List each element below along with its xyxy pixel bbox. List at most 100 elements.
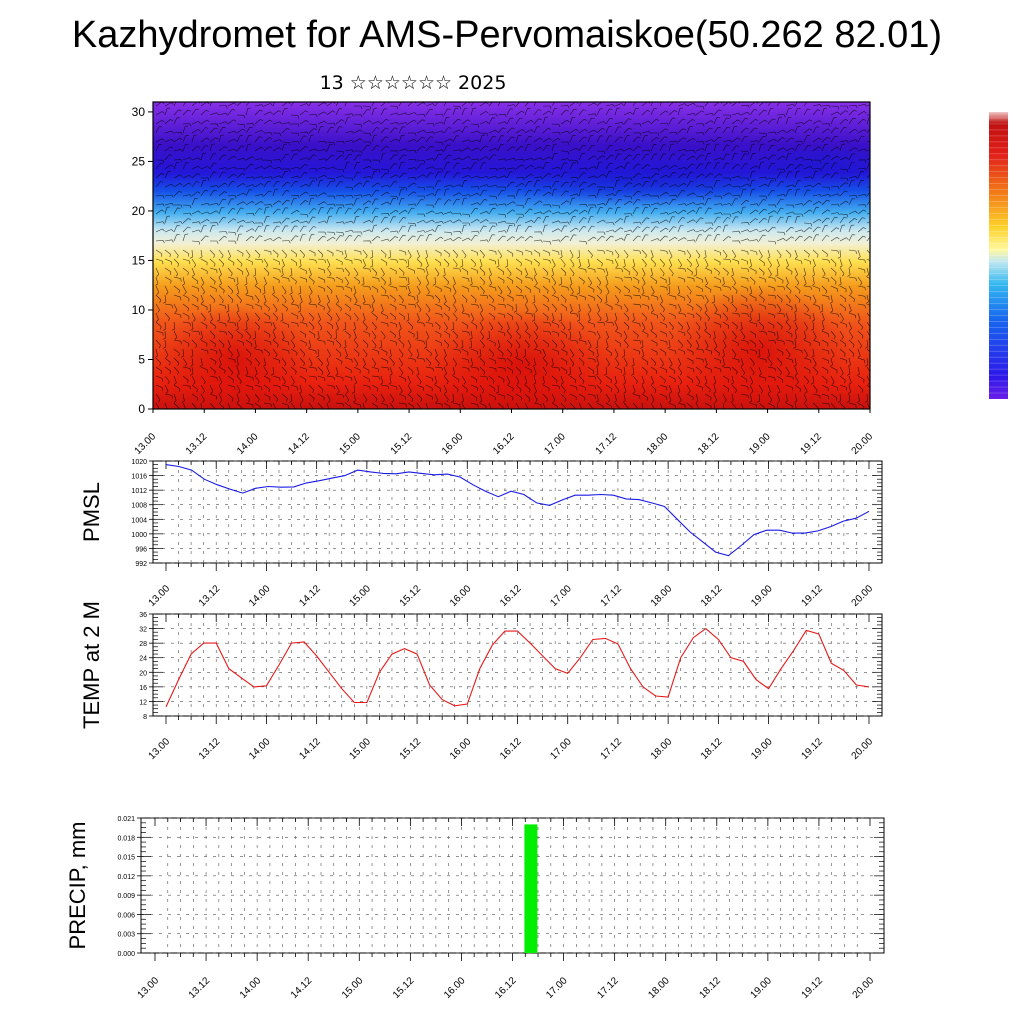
y-tick-label: 996 — [135, 546, 147, 553]
x-tick-label: 15.12 — [391, 975, 417, 1001]
x-tick-label: 13.00 — [147, 583, 173, 609]
y-tick-label: 0.006 — [117, 912, 135, 919]
y-tick-label: 0.015 — [117, 855, 135, 862]
wind-barbs — [154, 102, 870, 409]
x-tick-label: 19.12 — [799, 736, 825, 762]
y-tick-label: 1012 — [131, 488, 147, 495]
x-tick-label: 14.00 — [238, 975, 264, 1001]
y-tick-label: 0.018 — [117, 835, 135, 842]
y-tick-label: 8 — [143, 714, 147, 721]
y-tick-label: 1008 — [131, 503, 147, 510]
y-tick-label: 1020 — [131, 459, 147, 466]
x-tick-label: 17.00 — [548, 736, 574, 762]
plot-frame — [152, 613, 883, 717]
x-tick-label: 18.00 — [649, 583, 675, 609]
x-tick-label: 15.00 — [348, 736, 374, 762]
x-tick-label: 18.12 — [699, 583, 725, 609]
x-tick-label: 17.12 — [594, 431, 620, 457]
x-tick-label: 16.12 — [493, 975, 519, 1001]
y-axis-label: PRECIP, mm — [65, 822, 90, 950]
x-tick-label: 13.00 — [133, 431, 159, 457]
x-tick-label: 15.12 — [398, 583, 424, 609]
y-tick-label: 30 — [132, 105, 146, 119]
plot-frame — [152, 460, 883, 564]
y-tick-label: 20 — [139, 670, 147, 677]
x-tick-label: 14.12 — [297, 736, 323, 762]
x-tick-label: 16.00 — [442, 975, 468, 1001]
x-tick-label: 14.12 — [286, 431, 312, 457]
x-tick-label: 13.12 — [187, 975, 213, 1001]
x-tick-label: 17.00 — [544, 975, 570, 1001]
y-tick-label: 1000 — [131, 532, 147, 539]
cross-section-panel: 0 5 10 15 20 25 30 13.00 13.12 14.00 14.12 15.00 15… — [132, 101, 876, 457]
y-tick-label: 24 — [139, 656, 147, 663]
y-tick-label: 0.021 — [117, 816, 135, 823]
x-tick-label: 16.12 — [491, 431, 517, 457]
x-tick-label: 17.12 — [599, 736, 625, 762]
heatmap-blobs — [155, 145, 870, 409]
x-tick-label: 19.00 — [749, 583, 775, 609]
x-tick-label: 19.00 — [747, 431, 773, 457]
x-tick-label: 20.00 — [850, 736, 876, 762]
x-tick-label: 19.00 — [749, 736, 775, 762]
precip-panel: 0.000 0.003 0.006 0.009 0.012 0.015 0.018 0.021… — [65, 816, 885, 1001]
x-tick-label: 17.12 — [595, 975, 621, 1001]
x-tick-label: 18.12 — [699, 736, 725, 762]
x-tick-label: 15.00 — [338, 431, 364, 457]
x-tick-label: 16.00 — [440, 431, 466, 457]
y-axis-label: TEMP at 2 M — [79, 601, 104, 729]
x-tick-label: 18.12 — [697, 975, 723, 1001]
y-tick-label: 20 — [132, 204, 146, 218]
y-tick-label: 0.012 — [117, 874, 135, 881]
y-axis-label: PMSL — [79, 482, 104, 542]
x-tick-label: 19.12 — [800, 975, 826, 1001]
x-tick-label: 13.00 — [136, 975, 162, 1001]
x-tick-label: 19.12 — [799, 583, 825, 609]
x-tick-label: 16.00 — [448, 736, 474, 762]
precip-bar — [524, 824, 538, 953]
x-tick-label: 13.12 — [197, 736, 223, 762]
x-tick-label: 16.00 — [448, 583, 474, 609]
pmsl-series-line — [165, 464, 870, 557]
x-tick-label: 19.12 — [798, 431, 824, 457]
x-tick-label: 15.00 — [340, 975, 366, 1001]
temp-panel: 8 12 16 20 24 28 32 36 13.00 13.12 14.00 14.12 15.00… — [79, 601, 883, 762]
temp-series-line — [165, 627, 870, 708]
heatmap-y-axis: 0 5 10 15 20 25 30 — [132, 105, 153, 416]
x-tick-label: 20.00 — [850, 583, 876, 609]
x-tick-label: 13.12 — [197, 583, 223, 609]
y-tick-label: 992 — [135, 561, 147, 568]
y-tick-label: 5 — [138, 352, 145, 366]
x-tick-label: 14.00 — [247, 583, 273, 609]
heatmap-x-axis: 13.00 13.12 14.00 14.12 15.00 15.12 16.00 16.12… — [133, 409, 876, 457]
x-tick-label: 15.12 — [389, 431, 415, 457]
y-tick-label: 16 — [139, 685, 147, 692]
x-tick-label: 18.00 — [645, 431, 671, 457]
x-tick-label: 16.12 — [498, 583, 524, 609]
y-tick-label: 12 — [139, 699, 147, 706]
x-tick-label: 14.00 — [235, 431, 261, 457]
y-tick-label: 0.003 — [117, 932, 135, 939]
colorbar-levels — [989, 117, 1008, 394]
x-tick-label: 14.12 — [289, 975, 315, 1001]
x-tick-label: 20.00 — [851, 975, 877, 1001]
x-tick-label: 19.00 — [749, 975, 775, 1001]
x-tick-label: 16.12 — [498, 736, 524, 762]
y-tick-label: 28 — [139, 641, 147, 648]
x-tick-label: 20.00 — [850, 431, 876, 457]
x-tick-label: 17.00 — [542, 431, 568, 457]
x-tick-label: 13.00 — [147, 736, 173, 762]
y-tick-label: 15 — [132, 253, 146, 267]
wind-barb-strokes — [154, 102, 870, 409]
y-tick-label: 0.000 — [117, 951, 135, 958]
x-tick-label: 17.12 — [599, 583, 625, 609]
y-tick-label: 1004 — [131, 517, 147, 524]
pmsl-panel: 992 996 1000 1004 1008 1012 1016 1020 13.00 13.12… — [79, 459, 883, 609]
y-tick-label: 25 — [132, 154, 146, 168]
x-tick-label: 18.12 — [696, 431, 722, 457]
colorbar — [989, 112, 1008, 399]
chart-subtitle: 13 ☆☆☆☆☆☆ 2025 — [319, 72, 507, 94]
y-tick-label: 0.009 — [117, 893, 135, 900]
x-tick-label: 13.12 — [184, 431, 210, 457]
